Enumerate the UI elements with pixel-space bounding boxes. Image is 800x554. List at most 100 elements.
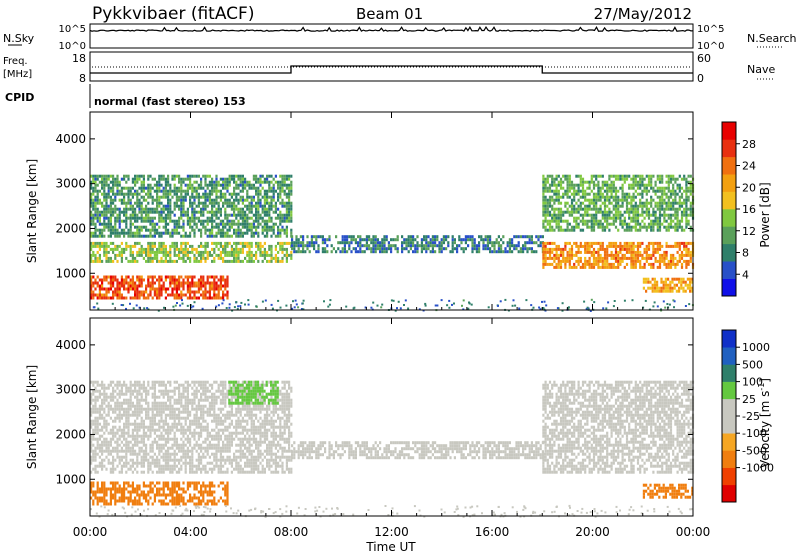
power-cell bbox=[374, 235, 377, 239]
power-y-tick-label: 2000 bbox=[55, 221, 86, 235]
power-cell bbox=[420, 241, 423, 245]
velocity-cell bbox=[158, 452, 161, 456]
power-cell bbox=[420, 247, 423, 251]
power-cell bbox=[217, 216, 220, 220]
power-cell bbox=[664, 289, 667, 293]
cpid-row: CPID normal (fast stereo) 153 bbox=[5, 84, 246, 108]
velocity-cell bbox=[118, 434, 121, 438]
power-cell bbox=[217, 195, 220, 199]
power-cell bbox=[409, 238, 412, 242]
power-cell bbox=[665, 195, 668, 199]
power-cell bbox=[606, 195, 609, 199]
power-cell bbox=[566, 180, 569, 184]
power-cell bbox=[156, 287, 159, 291]
power-cell bbox=[641, 210, 644, 214]
velocity-cell bbox=[134, 452, 137, 456]
power-cell bbox=[559, 213, 563, 217]
power-cell bbox=[645, 250, 648, 254]
power-cell bbox=[138, 250, 141, 254]
power-cell bbox=[557, 256, 560, 260]
power-cell bbox=[652, 174, 655, 178]
power-cell bbox=[335, 250, 338, 254]
power-cell bbox=[592, 207, 596, 211]
velocity-cell bbox=[145, 398, 148, 402]
power-cell bbox=[257, 207, 260, 211]
power-cell bbox=[577, 222, 580, 226]
power-cell bbox=[206, 296, 209, 300]
power-cell bbox=[208, 287, 211, 291]
power-cell bbox=[96, 284, 99, 288]
power-cell bbox=[189, 281, 192, 285]
power-cell bbox=[142, 225, 145, 229]
power-cell bbox=[151, 210, 154, 214]
velocity-cell bbox=[145, 434, 148, 438]
velocity-cell bbox=[94, 458, 97, 462]
power-cell bbox=[202, 174, 205, 178]
power-cell bbox=[263, 247, 266, 251]
power-cell bbox=[153, 234, 156, 238]
power-cell bbox=[570, 256, 574, 260]
power-cell bbox=[662, 300, 665, 303]
power-cell bbox=[151, 234, 154, 238]
power-cell bbox=[219, 195, 222, 199]
power-cell bbox=[90, 198, 93, 202]
power-cell bbox=[175, 195, 178, 199]
power-cell bbox=[658, 253, 662, 257]
velocity-cell bbox=[109, 404, 112, 408]
power-cell bbox=[272, 189, 275, 193]
power-cell bbox=[623, 177, 626, 181]
power-cell bbox=[321, 235, 324, 239]
power-cell bbox=[268, 174, 271, 178]
power-cell bbox=[658, 177, 662, 181]
power-cell bbox=[186, 192, 189, 196]
velocity-cell bbox=[90, 440, 93, 444]
power-cell bbox=[105, 216, 108, 220]
power-cell bbox=[632, 204, 635, 208]
power-cell bbox=[244, 204, 247, 208]
power-cell bbox=[295, 241, 298, 245]
power-cell bbox=[140, 186, 143, 190]
power-cell bbox=[661, 198, 664, 202]
power-cell bbox=[217, 210, 220, 214]
power-cell bbox=[178, 180, 181, 184]
power-cell bbox=[381, 250, 384, 254]
power-cell bbox=[125, 213, 128, 217]
power-cell bbox=[643, 256, 646, 260]
power-cell bbox=[542, 207, 545, 211]
velocity-cell bbox=[158, 380, 161, 384]
velocity-cell bbox=[114, 446, 117, 450]
power-cell bbox=[237, 198, 240, 202]
power-cell bbox=[182, 259, 185, 263]
power-cell bbox=[588, 250, 591, 254]
power-cell bbox=[606, 222, 609, 226]
power-cell bbox=[542, 192, 545, 196]
velocity-cell bbox=[158, 389, 161, 393]
power-cell bbox=[129, 216, 132, 220]
power-cell bbox=[680, 250, 684, 254]
power-cell bbox=[577, 192, 580, 196]
power-cell bbox=[270, 234, 273, 238]
velocity-cell bbox=[90, 446, 93, 450]
velocity-cell bbox=[151, 407, 154, 411]
power-cell bbox=[482, 238, 485, 242]
power-cell bbox=[202, 256, 205, 260]
power-cell bbox=[579, 207, 582, 211]
power-cell bbox=[456, 244, 459, 248]
power-cell bbox=[390, 244, 393, 248]
power-cell bbox=[257, 231, 260, 235]
power-cell bbox=[656, 241, 659, 245]
power-cell bbox=[92, 275, 95, 279]
power-cell bbox=[551, 213, 554, 217]
power-cell bbox=[90, 247, 93, 251]
power-cell bbox=[219, 278, 222, 282]
power-cell bbox=[153, 253, 156, 257]
power-cell bbox=[98, 180, 101, 184]
velocity-cell bbox=[171, 428, 174, 432]
power-y-tick-label: 3000 bbox=[55, 177, 86, 191]
velocity-cell bbox=[127, 443, 130, 447]
power-cell bbox=[241, 198, 244, 202]
power-cell bbox=[101, 278, 104, 282]
power-cell bbox=[423, 238, 426, 242]
power-cell bbox=[682, 277, 685, 281]
velocity-cell bbox=[151, 422, 154, 426]
